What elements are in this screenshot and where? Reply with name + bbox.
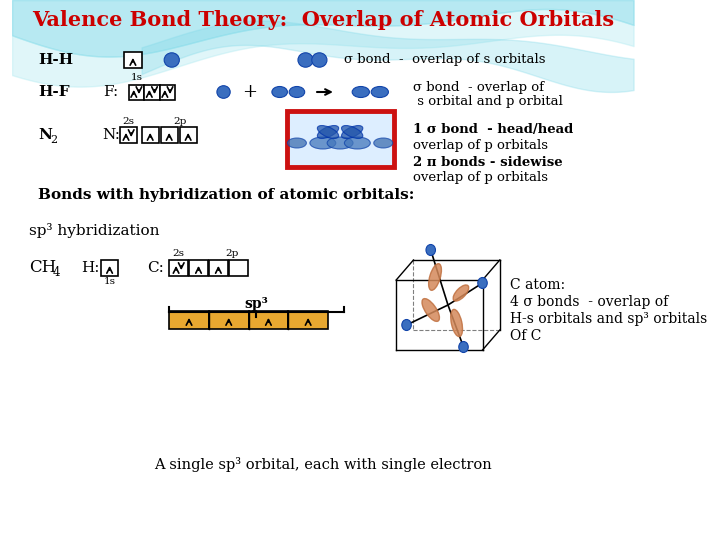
Bar — [209, 260, 228, 276]
Bar — [169, 260, 188, 276]
Bar — [160, 84, 175, 99]
Text: C atom:: C atom: — [510, 278, 565, 292]
Ellipse shape — [352, 86, 369, 98]
Text: 2 π bonds - sidewise: 2 π bonds - sidewise — [413, 157, 563, 170]
Bar — [142, 127, 159, 143]
Text: σ bond  - overlap of: σ bond - overlap of — [413, 82, 544, 94]
FancyBboxPatch shape — [287, 111, 394, 167]
Text: 1s: 1s — [130, 73, 143, 83]
Text: sp³: sp³ — [245, 297, 269, 311]
Text: N:: N: — [103, 128, 121, 142]
Ellipse shape — [371, 86, 388, 98]
Text: C:: C: — [148, 261, 164, 275]
Text: 2p: 2p — [225, 248, 239, 258]
Text: 4 σ bonds  - overlap of: 4 σ bonds - overlap of — [510, 295, 668, 309]
Ellipse shape — [318, 125, 338, 138]
Text: σ bond  -  overlap of s orbitals: σ bond - overlap of s orbitals — [344, 53, 546, 66]
Text: H:: H: — [81, 261, 99, 275]
Ellipse shape — [374, 138, 392, 148]
Text: Bonds with hybridization of atomic orbitals:: Bonds with hybridization of atomic orbit… — [38, 188, 414, 202]
Ellipse shape — [341, 125, 363, 138]
Ellipse shape — [478, 278, 487, 288]
Ellipse shape — [310, 137, 336, 149]
Text: 2p: 2p — [174, 118, 187, 126]
Ellipse shape — [422, 299, 439, 321]
Bar — [101, 260, 118, 276]
Ellipse shape — [318, 125, 338, 138]
Text: A single sp³ orbital, each with single electron: A single sp³ orbital, each with single e… — [154, 457, 492, 472]
Ellipse shape — [164, 53, 179, 67]
Text: F:: F: — [103, 85, 118, 99]
Bar — [120, 127, 138, 143]
Text: Valence Bond Theory:  Overlap of Atomic Orbitals: Valence Bond Theory: Overlap of Atomic O… — [32, 10, 614, 30]
Ellipse shape — [344, 137, 370, 149]
Text: N: N — [38, 128, 52, 142]
Text: 1s: 1s — [104, 278, 116, 287]
Ellipse shape — [327, 137, 353, 149]
Bar — [169, 311, 209, 329]
Text: overlap of p orbitals: overlap of p orbitals — [413, 172, 549, 185]
Ellipse shape — [341, 125, 363, 138]
Bar — [144, 84, 160, 99]
Ellipse shape — [298, 53, 313, 67]
Ellipse shape — [289, 86, 305, 98]
Bar — [288, 311, 328, 329]
Bar — [189, 260, 208, 276]
Ellipse shape — [426, 245, 436, 255]
Text: H-H: H-H — [38, 53, 73, 67]
Text: H-s orbitals and sp³ orbitals: H-s orbitals and sp³ orbitals — [510, 312, 707, 326]
Text: overlap of p orbitals: overlap of p orbitals — [413, 138, 549, 152]
Text: sp³ hybridization: sp³ hybridization — [30, 222, 160, 238]
Bar — [229, 260, 248, 276]
Bar — [209, 311, 248, 329]
Bar — [179, 127, 197, 143]
Bar — [161, 127, 178, 143]
Ellipse shape — [453, 285, 469, 301]
Text: 2s: 2s — [173, 248, 184, 258]
Text: H-F: H-F — [38, 85, 70, 99]
Text: 2: 2 — [50, 135, 57, 145]
Text: +: + — [242, 83, 257, 101]
Ellipse shape — [312, 53, 327, 67]
Text: CH: CH — [30, 260, 57, 276]
Bar — [129, 84, 144, 99]
Ellipse shape — [459, 341, 468, 353]
Bar — [248, 311, 288, 329]
Ellipse shape — [428, 264, 441, 291]
Ellipse shape — [451, 309, 462, 336]
Ellipse shape — [287, 138, 307, 148]
Text: Of C: Of C — [510, 329, 541, 343]
Text: 1 σ bond  - head/head: 1 σ bond - head/head — [413, 124, 574, 137]
Ellipse shape — [272, 86, 287, 98]
Text: 2s: 2s — [122, 118, 135, 126]
Ellipse shape — [402, 320, 411, 330]
Text: s orbital and p orbital: s orbital and p orbital — [413, 96, 563, 109]
Text: 4: 4 — [53, 267, 60, 280]
Ellipse shape — [217, 86, 230, 98]
Bar — [125, 52, 142, 68]
